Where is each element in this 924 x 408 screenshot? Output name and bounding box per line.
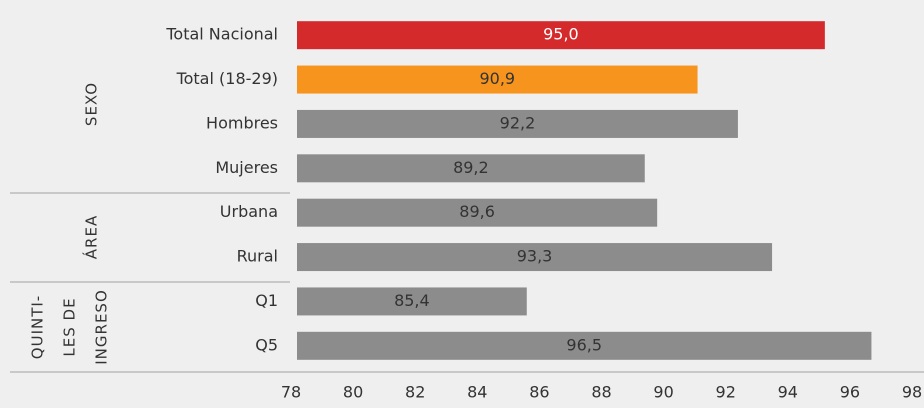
bar [297,198,658,227]
value-label: 96,5 [566,335,602,354]
bar [297,109,738,138]
value-label: 90,9 [479,69,515,88]
value-label: 85,4 [394,291,430,310]
value-label: 92,2 [500,113,536,132]
group-label: QUINTI- [29,295,47,359]
bar [297,287,527,316]
x-tick-label: 94 [778,383,798,402]
x-tick-label: 80 [343,383,363,402]
y-tick-label: Rural [237,247,278,266]
x-tick-label: 86 [529,383,549,402]
x-tick-label: 92 [716,383,736,402]
bar [297,154,645,183]
value-label: 93,3 [517,247,553,266]
y-tick-label: Total Nacional [165,25,278,44]
x-tick-label: 90 [653,383,673,402]
group-label: LES DE [61,297,79,356]
bar [297,65,698,94]
y-tick-label: Q1 [255,291,278,310]
bar [297,331,872,360]
x-tick-label: 82 [405,383,425,402]
y-tick-label: Total (18-29) [176,69,278,88]
value-label: 95,0 [543,25,579,44]
group-label: SEXO [83,82,101,126]
x-tick-label: 78 [281,383,301,402]
x-tick-label: 98 [902,383,922,402]
group-label: ÁREA [82,215,101,259]
x-tick-label: 84 [467,383,487,402]
y-tick-label: Urbana [220,202,278,221]
x-tick-label: 88 [591,383,611,402]
group-label: INGRESO [93,289,111,365]
value-label: 89,6 [459,202,495,221]
y-tick-label: Mujeres [215,158,278,177]
value-label: 89,2 [453,158,489,177]
bar [297,21,825,50]
y-tick-label: Hombres [206,113,278,132]
bar [297,243,773,272]
y-tick-label: Q5 [255,335,278,354]
x-tick-label: 96 [840,383,860,402]
